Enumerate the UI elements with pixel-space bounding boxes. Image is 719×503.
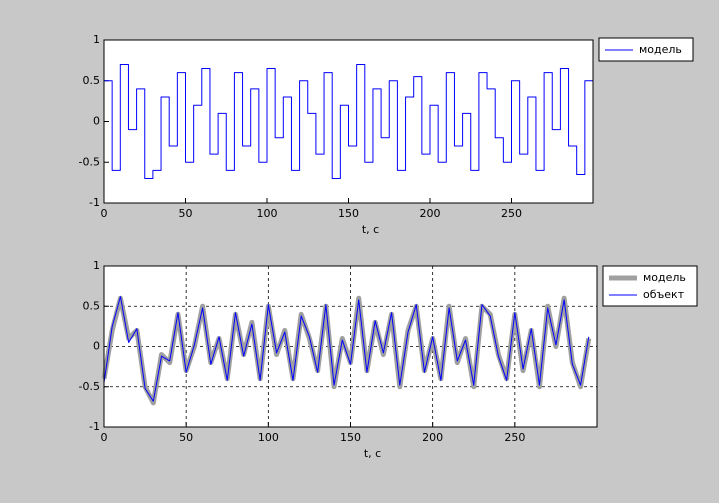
y-tick-label: -0.5 [79,380,100,393]
series-line [104,63,593,180]
legend-label: объект [643,288,685,301]
y-tick-label: 0 [93,340,100,353]
y-tick-label: -1 [89,196,100,209]
x-tick-label: 250 [501,207,522,220]
series-line [103,296,590,402]
x-tick-label: 100 [258,431,279,444]
y-tick-label: 0.5 [83,299,101,312]
x-tick-label: 250 [504,431,525,444]
legend-box [598,37,694,62]
y-tick-label: 1 [93,33,100,46]
y-tick-label: 0 [93,115,100,128]
x-axis-label: t, c [362,223,379,236]
y-tick-label: 1 [93,259,100,272]
legend-box [602,265,698,307]
x-tick-label: 150 [338,207,359,220]
plot-frame [103,265,598,428]
x-tick-label: 200 [420,207,441,220]
x-tick-label: 0 [101,207,108,220]
x-tick-label: 200 [422,431,443,444]
x-tick-label: 0 [101,431,108,444]
legend-label: модель [643,271,686,284]
x-tick-label: 50 [179,207,193,220]
x-axis-label: t, c [364,447,381,460]
y-tick-label: -0.5 [79,155,100,168]
x-tick-label: 100 [257,207,278,220]
y-tick-label: -1 [89,420,100,433]
plot-frame [103,39,594,204]
x-tick-label: 50 [179,431,193,444]
x-tick-label: 150 [340,431,361,444]
legend-label: модель [639,43,682,56]
y-tick-label: 0.5 [83,74,101,87]
